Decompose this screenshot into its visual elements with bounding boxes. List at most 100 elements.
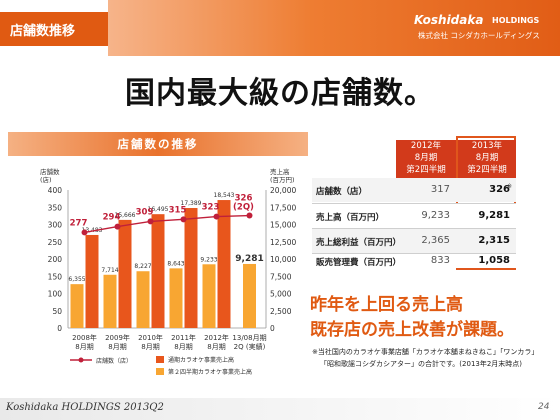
bar-2q-sales xyxy=(70,284,84,328)
bar-2q-sales-label: 7,714 xyxy=(101,267,118,274)
highlight-message-line2: 既存店の売上改善が課題。 xyxy=(310,320,514,340)
table-cell-2012: 317 xyxy=(430,184,450,195)
logo-brand: Koshidaka xyxy=(414,13,484,27)
bar-full-year-sales xyxy=(184,208,198,328)
bar-full-year-sales-label: 15,666 xyxy=(115,212,136,219)
y-right-tick-label: 17,500 xyxy=(270,203,296,212)
y-left-tick-label: 150 xyxy=(48,272,63,281)
header-title-box xyxy=(0,12,108,46)
header-band xyxy=(108,0,560,56)
chart-title-bar xyxy=(8,132,308,156)
table-row-label: 店舗数（店） xyxy=(316,187,368,197)
y-right-tick-label: 20,000 xyxy=(270,186,296,195)
table-cell-2012: 9,233 xyxy=(421,210,450,221)
store-count-point xyxy=(246,212,253,219)
column-header-2012-line3: 第2四半期 xyxy=(406,165,446,175)
table-cell-2013: 326 xyxy=(489,184,510,195)
bar-2q-sales-label: 9,233 xyxy=(200,256,217,263)
legend-label: 店舗数（店） xyxy=(96,357,132,365)
page-headline: 国内最大級の店舗数。 xyxy=(125,76,435,111)
bar-full-year-sales-label: 17,389 xyxy=(181,200,202,207)
table-cell-2013: 9,281 xyxy=(478,210,510,221)
column-header-2012: 2012年 8月期 第2四半期 xyxy=(396,140,456,178)
bar-2q-sales-label: 9,281 xyxy=(235,254,263,264)
table-divider xyxy=(312,228,516,229)
y-left-tick-label: 100 xyxy=(48,290,63,299)
footer xyxy=(0,398,560,420)
table-cell-2012: 2,365 xyxy=(421,235,450,246)
table-divider xyxy=(312,253,516,254)
y-left-axis-label: 店舗数(店) xyxy=(40,167,60,184)
table-row-label: 販売管理費（百万円） xyxy=(316,258,402,268)
table-row xyxy=(312,204,516,228)
store-count-point xyxy=(114,223,121,230)
store-count-line xyxy=(84,214,250,234)
column-header-2013-line2: 8月期 xyxy=(475,153,499,163)
bar-full-year-sales-label: 18,543 xyxy=(214,192,235,199)
x-tick-label: 2012年 8月期 xyxy=(204,333,229,351)
y-left-tick-label: 50 xyxy=(52,307,62,316)
table-row-label: 売上高（百万円） xyxy=(316,213,385,223)
legend-line-marker xyxy=(78,357,84,363)
column-header-2012-line2: 8月期 xyxy=(414,153,438,163)
y-right-tick-label: 12,500 xyxy=(270,238,296,247)
table-cell-2013: 1,058 xyxy=(478,255,510,266)
y-right-tick-label: 7,500 xyxy=(270,272,292,281)
legend-label: 第２四半期カラオケ事業売上高 xyxy=(168,368,252,376)
bar-2q-sales xyxy=(169,268,183,328)
bar-2q-sales-label: 8,643 xyxy=(167,260,184,267)
store-count-label: 323 xyxy=(202,203,220,213)
legend-bar-swatch xyxy=(156,356,164,363)
page-section-title: 店舗数推移 xyxy=(10,24,76,39)
store-count-label: 315 xyxy=(169,205,187,215)
x-tick-label: 2008年 8月期 xyxy=(72,333,97,351)
bar-full-year-sales xyxy=(118,219,132,328)
x-tick-label: 2010年 8月期 xyxy=(138,333,163,351)
store-count-point xyxy=(147,218,154,225)
bar-2q-sales xyxy=(202,264,216,328)
table-divider xyxy=(312,203,516,204)
column-header-2013-line3: 第2四半期 xyxy=(467,165,507,175)
store-count-label: 309 xyxy=(136,207,154,217)
bar-2q-sales xyxy=(243,263,256,328)
store-count-point xyxy=(213,213,220,220)
store-count-point xyxy=(81,229,88,236)
y-left-tick-label: 200 xyxy=(48,255,63,264)
footnote-mark: ※ xyxy=(507,183,513,190)
column-header-2013: 2013年 8月期 第2四半期 xyxy=(458,140,516,178)
table-row xyxy=(312,229,516,253)
y-right-tick-label: 2,500 xyxy=(270,307,292,316)
footnote-line2: 「昭和歌謡コシダカシアター」の合計です。(2013年2月末時点) xyxy=(320,360,523,368)
logo-holdings: HOLDINGS xyxy=(492,16,540,25)
logo-subtitle: 株式会社 コシダカホールディングス xyxy=(418,31,540,40)
store-count-label: 277 xyxy=(70,218,88,228)
column-header-2012-line1: 2012年 xyxy=(410,141,442,151)
store-count-point xyxy=(180,216,187,223)
bar-full-year-sales xyxy=(151,214,165,328)
y-right-tick-label: 15,000 xyxy=(270,221,296,230)
bar-2q-sales-label: 8,227 xyxy=(134,263,151,270)
table-cell-2013: 2,315 xyxy=(478,235,510,246)
store-count-label: 294 xyxy=(103,213,121,223)
x-tick-label: 2011年 8月期 xyxy=(171,333,196,351)
column-header-2013-line1: 2013年 xyxy=(471,141,503,151)
bar-2q-sales xyxy=(103,274,117,328)
x-tick-label: 13/08月期 2Q (実績) xyxy=(232,334,266,351)
chart-title: 店舗数の推移 xyxy=(117,137,199,151)
y-left-tick-label: 350 xyxy=(48,203,63,212)
highlight-message-line1: 昨年を上回る売上高 xyxy=(310,295,463,315)
bar-2q-sales xyxy=(136,271,150,328)
y-right-tick-label: 10,000 xyxy=(270,255,296,264)
y-left-tick-label: 400 xyxy=(48,186,63,195)
bar-full-year-sales xyxy=(217,200,231,328)
y-left-tick-label: 250 xyxy=(48,238,63,247)
store-count-label: 326 (2Q) xyxy=(233,194,254,213)
bar-2q-sales-label: 6,355 xyxy=(68,276,85,283)
footer-brand: Koshidaka HOLDINGS 2013Q2 xyxy=(6,402,164,413)
y-right-axis-label: 売上高(百万円) xyxy=(270,167,295,184)
table-row-label: 売上総利益（百万円） xyxy=(316,238,402,248)
store-count-chart: 0 50 100 150 200 250 300 350 400 0 2,500 5,000 7,500… xyxy=(40,167,296,376)
x-tick-label: 2009年 8月期 xyxy=(105,333,130,351)
legend-label: 通期カラオケ事業売上高 xyxy=(168,356,234,364)
table-cell-2012: 833 xyxy=(430,255,450,266)
